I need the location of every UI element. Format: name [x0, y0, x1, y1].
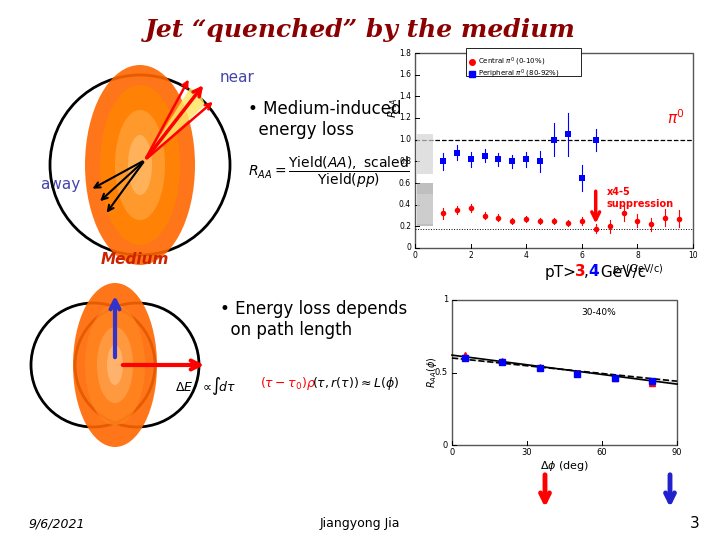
Text: 6: 6	[580, 251, 584, 260]
FancyBboxPatch shape	[466, 48, 581, 76]
Text: 1.6: 1.6	[399, 70, 411, 79]
Text: 1.0: 1.0	[399, 135, 411, 144]
Text: Jiangyong Jia: Jiangyong Jia	[320, 517, 400, 530]
Polygon shape	[145, 88, 205, 160]
Text: 8: 8	[635, 251, 640, 260]
Text: Jet “quenched” by the medium: Jet “quenched” by the medium	[145, 18, 575, 42]
Text: 0: 0	[413, 251, 418, 260]
Text: 0: 0	[406, 244, 411, 253]
Ellipse shape	[73, 283, 157, 447]
Text: 1.4: 1.4	[399, 92, 411, 101]
Text: $p_T$ (GeV/c): $p_T$ (GeV/c)	[612, 262, 663, 276]
Text: 4: 4	[523, 251, 528, 260]
Text: • Medium-induced
  energy loss: • Medium-induced energy loss	[248, 100, 402, 139]
Text: Peripheral $\pi^0$ (80-92%): Peripheral $\pi^0$ (80-92%)	[478, 68, 559, 80]
Ellipse shape	[85, 65, 195, 265]
Text: 60: 60	[597, 448, 607, 457]
Bar	[417, 183, 433, 226]
Text: 1.8: 1.8	[399, 49, 411, 57]
Text: 0: 0	[449, 448, 454, 457]
Text: • Energy loss depends
  on path length: • Energy loss depends on path length	[220, 300, 408, 339]
Text: 0: 0	[443, 441, 448, 449]
Ellipse shape	[100, 85, 180, 245]
Text: 4: 4	[588, 265, 599, 280]
Text: 30: 30	[522, 448, 532, 457]
FancyBboxPatch shape	[452, 300, 677, 445]
Text: $(\tau,r(\tau))\approx L(\phi)$: $(\tau,r(\tau))\approx L(\phi)$	[312, 375, 400, 392]
Text: $\Delta\phi$ (deg): $\Delta\phi$ (deg)	[540, 459, 589, 473]
Text: $R_{AA}=\dfrac{\mathrm{Yield}(AA)\mathrm{,\ scaled}}{\mathrm{Yield}(pp)}$: $R_{AA}=\dfrac{\mathrm{Yield}(AA)\mathrm…	[248, 155, 410, 190]
Text: 2: 2	[468, 251, 473, 260]
Text: 0.4: 0.4	[399, 200, 411, 209]
Ellipse shape	[128, 135, 152, 195]
Ellipse shape	[107, 345, 123, 385]
Text: x4-5
suppression: x4-5 suppression	[607, 187, 674, 209]
Text: 3: 3	[575, 265, 585, 280]
Text: 90: 90	[672, 448, 683, 457]
Text: 9/6/2021: 9/6/2021	[28, 517, 84, 530]
Text: away: away	[40, 178, 80, 192]
Text: 0.5: 0.5	[435, 368, 448, 377]
Text: $R_{AA}(\phi)$: $R_{AA}(\phi)$	[425, 357, 439, 388]
Text: 1.2: 1.2	[399, 113, 411, 123]
Text: near: near	[220, 70, 255, 84]
Ellipse shape	[115, 110, 165, 220]
Text: $\Delta E\ \ \propto\!\int\!d\tau$: $\Delta E\ \ \propto\!\int\!d\tau$	[175, 375, 236, 397]
Bar	[417, 134, 433, 174]
Text: 10: 10	[688, 251, 698, 260]
Text: 3: 3	[690, 516, 700, 531]
Text: 1: 1	[443, 295, 448, 305]
Text: Medium: Medium	[101, 253, 169, 267]
Text: 30-40%: 30-40%	[581, 308, 616, 317]
Text: Central $\pi^0$ (0-10%): Central $\pi^0$ (0-10%)	[478, 56, 545, 68]
FancyBboxPatch shape	[415, 53, 693, 248]
Text: ,: ,	[583, 265, 588, 280]
Text: 0.2: 0.2	[399, 222, 411, 231]
Bar	[417, 194, 433, 224]
Ellipse shape	[85, 305, 145, 425]
Ellipse shape	[97, 327, 133, 403]
Text: $(\tau-\tau_0)\rho$: $(\tau-\tau_0)\rho$	[260, 375, 316, 392]
Text: 0.8: 0.8	[399, 157, 411, 166]
Text: $R_{AA}$: $R_{AA}$	[386, 98, 400, 118]
Text: GeV/c: GeV/c	[596, 265, 647, 280]
Text: $\pi^0$: $\pi^0$	[667, 108, 685, 127]
Text: pT>: pT>	[544, 265, 577, 280]
Text: 0.6: 0.6	[399, 179, 411, 187]
